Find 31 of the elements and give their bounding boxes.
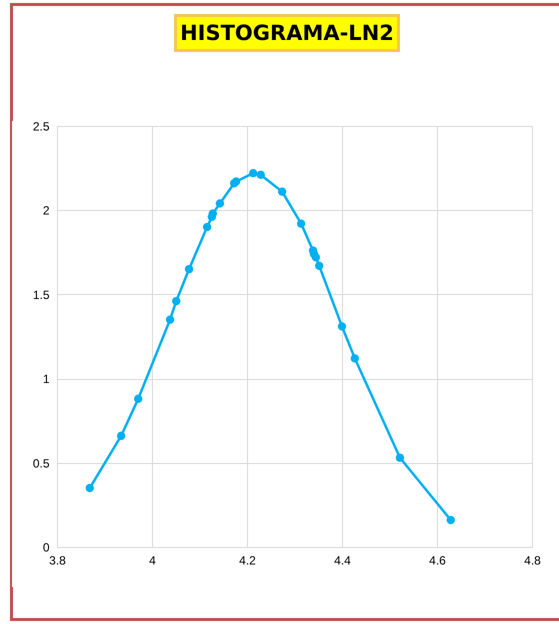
point	[278, 188, 286, 196]
y-tick-label: 1	[42, 372, 50, 386]
point	[350, 354, 360, 363]
point	[184, 264, 194, 274]
y-tick-label: 1.5	[32, 288, 50, 302]
point	[86, 484, 94, 492]
point	[256, 170, 265, 180]
x-tick-label: 4.4	[334, 554, 352, 568]
x-tick-label: 4.6	[429, 554, 446, 568]
y-tick-label: 2.5	[32, 120, 50, 134]
point	[134, 394, 142, 403]
x-tick-label: 3.8	[49, 554, 66, 568]
point	[315, 262, 324, 270]
y-tick-label: 0.5	[32, 456, 50, 470]
point	[338, 322, 346, 331]
point	[312, 253, 320, 262]
point	[216, 199, 224, 208]
point	[202, 222, 212, 232]
point	[116, 432, 126, 440]
point	[248, 168, 258, 178]
point	[166, 315, 174, 324]
point	[296, 219, 306, 228]
y-tick-label: 2	[42, 204, 50, 218]
x-tick-label: 4	[149, 554, 156, 568]
chart-title: HISTOGRAMA-LN2	[174, 14, 400, 52]
x-tick-label: 4.8	[524, 554, 542, 568]
point	[172, 296, 180, 306]
x-tick-label: 4.2	[239, 554, 256, 568]
y-tick-label: 0	[42, 540, 50, 554]
point	[446, 516, 455, 524]
point	[396, 454, 404, 462]
